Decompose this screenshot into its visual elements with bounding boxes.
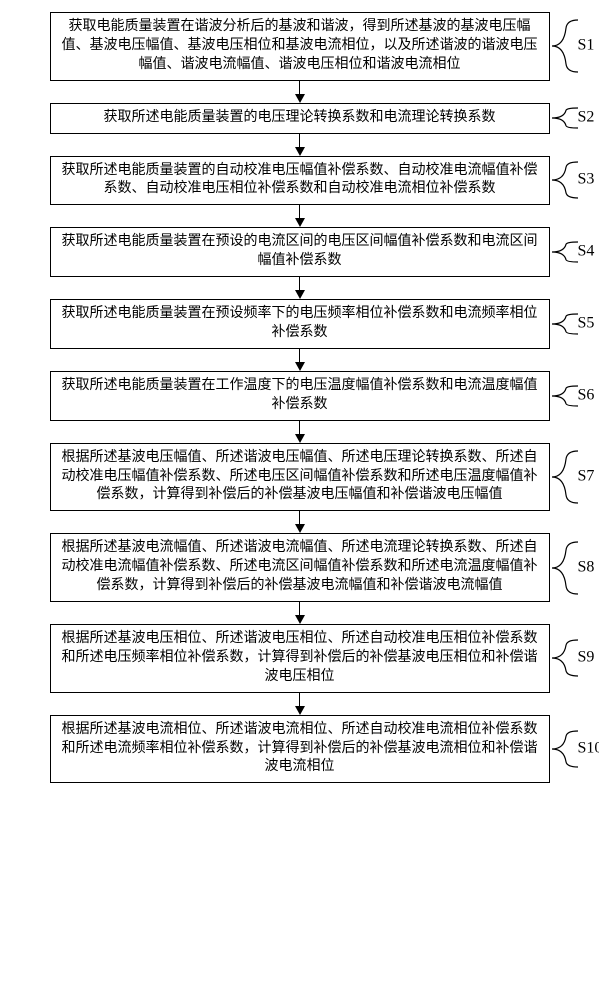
flow-row: 获取所述电能质量装置在预设的电流区间的电压区间幅值补偿系数和电流区间幅值补偿系数…	[8, 227, 591, 277]
flow-arrow	[295, 205, 305, 227]
flow-row: 获取所述电能质量装置的电压理论转换系数和电流理论转换系数S2	[8, 103, 591, 134]
flow-step-id: S3	[578, 171, 595, 188]
flow-step-box: 根据所述基波电流相位、所述谐波电流相位、所述自动校准电流相位补偿系数和所述电流频…	[50, 715, 550, 784]
flow-step-label: S10	[552, 729, 599, 769]
flow-step-id: S6	[578, 386, 595, 403]
flow-step-box: 获取所述电能质量装置的自动校准电压幅值补偿系数、自动校准电流幅值补偿系数、自动校…	[50, 156, 550, 206]
flow-step-box: 根据所述基波电流幅值、所述谐波电流幅值、所述电流理论转换系数、所述自动校准电流幅…	[50, 533, 550, 602]
flow-step-box: 获取所述电能质量装置在预设的电流区间的电压区间幅值补偿系数和电流区间幅值补偿系数	[50, 227, 550, 277]
flow-row: 获取所述电能质量装置在预设频率下的电压频率相位补偿系数和电流频率相位补偿系数S5	[8, 299, 591, 349]
flow-step-id: S10	[578, 740, 599, 757]
flow-arrow	[295, 81, 305, 103]
flowchart-container: 获取电能质量装置在谐波分析后的基波和谐波，得到所述基波的基波电压幅值、基波电压幅…	[0, 0, 599, 795]
flow-step-id: S2	[578, 109, 595, 126]
flow-step-id: S8	[578, 558, 595, 575]
flow-row: 根据所述基波电压相位、所述谐波电压相位、所述自动校准电压相位补偿系数和所述电压频…	[8, 624, 591, 693]
flow-step-label: S6	[552, 384, 595, 408]
flow-step-label: S1	[552, 18, 595, 74]
flow-step-label: S8	[552, 540, 595, 596]
flow-step-label: S4	[552, 240, 595, 264]
flow-arrow	[295, 511, 305, 533]
flow-row: 获取电能质量装置在谐波分析后的基波和谐波，得到所述基波的基波电压幅值、基波电压幅…	[8, 12, 591, 81]
flow-row: 根据所述基波电流相位、所述谐波电流相位、所述自动校准电流相位补偿系数和所述电流频…	[8, 715, 591, 784]
flow-arrow	[295, 693, 305, 715]
flow-row: 根据所述基波电流幅值、所述谐波电流幅值、所述电流理论转换系数、所述自动校准电流幅…	[8, 533, 591, 602]
flow-step-label: S7	[552, 449, 595, 505]
flow-step-label: S2	[552, 106, 595, 130]
flow-arrow	[295, 602, 305, 624]
flow-step-box: 根据所述基波电压相位、所述谐波电压相位、所述自动校准电压相位补偿系数和所述电压频…	[50, 624, 550, 693]
flow-arrow	[295, 134, 305, 156]
flow-step-box: 根据所述基波电压幅值、所述谐波电压幅值、所述电压理论转换系数、所述自动校准电压幅…	[50, 443, 550, 512]
flow-step-box: 获取所述电能质量装置的电压理论转换系数和电流理论转换系数	[50, 103, 550, 134]
flow-step-box: 获取所述电能质量装置在工作温度下的电压温度幅值补偿系数和电流温度幅值补偿系数	[50, 371, 550, 421]
flow-arrow	[295, 277, 305, 299]
flow-step-id: S9	[578, 649, 595, 666]
flow-arrow	[295, 421, 305, 443]
flow-step-id: S1	[578, 37, 595, 54]
flow-row: 获取所述电能质量装置的自动校准电压幅值补偿系数、自动校准电流幅值补偿系数、自动校…	[8, 156, 591, 206]
flow-step-box: 获取电能质量装置在谐波分析后的基波和谐波，得到所述基波的基波电压幅值、基波电压幅…	[50, 12, 550, 81]
flow-row: 根据所述基波电压幅值、所述谐波电压幅值、所述电压理论转换系数、所述自动校准电压幅…	[8, 443, 591, 512]
flow-step-id: S7	[578, 468, 595, 485]
flow-row: 获取所述电能质量装置在工作温度下的电压温度幅值补偿系数和电流温度幅值补偿系数S6	[8, 371, 591, 421]
flow-step-id: S5	[578, 315, 595, 332]
flow-step-id: S4	[578, 243, 595, 260]
flow-step-box: 获取所述电能质量装置在预设频率下的电压频率相位补偿系数和电流频率相位补偿系数	[50, 299, 550, 349]
flow-step-label: S5	[552, 312, 595, 336]
flow-step-label: S3	[552, 160, 595, 200]
flow-arrow	[295, 349, 305, 371]
flow-step-label: S9	[552, 638, 595, 678]
